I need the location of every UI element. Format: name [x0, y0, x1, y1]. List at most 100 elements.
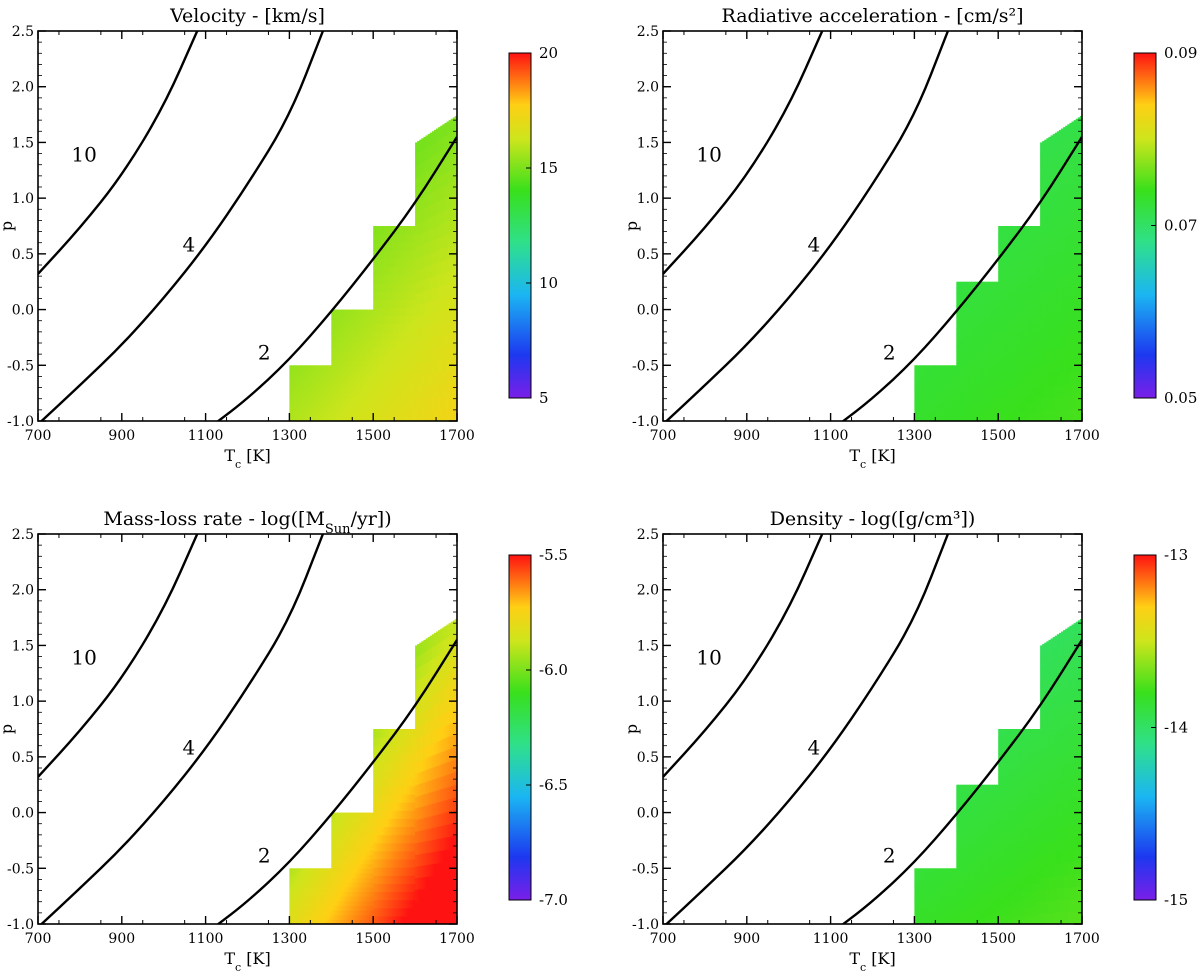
heatmap-cell: [318, 418, 322, 421]
heatmap-cell: [383, 388, 387, 398]
heatmap-cell: [1079, 192, 1082, 206]
heatmap-cell: [291, 369, 295, 373]
heatmap-cell: [991, 403, 995, 410]
heatmap-cell: [991, 345, 995, 352]
heatmap-cell: [1050, 373, 1054, 386]
heatmap-cell: [400, 250, 404, 260]
heatmap-cell: [301, 379, 305, 383]
heatmap-cell: [977, 322, 980, 329]
heatmap-cell: [379, 347, 383, 357]
heatmap-cell: [991, 397, 995, 405]
heatmap-cell: [1050, 171, 1054, 184]
heatmap-cell: [994, 310, 997, 318]
heatmap-cell: [454, 204, 457, 219]
heatmap-cell: [358, 309, 362, 315]
heatmap-cell: [400, 291, 404, 300]
heatmap-cell: [1019, 274, 1022, 284]
heatmap-cell: [1014, 291, 1018, 300]
heatmap-cell: [1061, 408, 1064, 421]
heatmap-cell: [943, 365, 947, 369]
heatmap-cell: [350, 309, 353, 315]
heatmap-cell: [941, 397, 945, 401]
heatmap-cell: [299, 404, 303, 408]
heatmap-cell: [333, 328, 337, 334]
heatmap-cell: [962, 368, 966, 376]
heatmap-cell: [1000, 234, 1003, 243]
heatmap-cell: [327, 407, 330, 410]
heatmap-cell: [373, 372, 376, 381]
heatmap-cell: [1012, 323, 1016, 333]
heatmap-cell: [968, 287, 972, 294]
heatmap-cell: [991, 310, 995, 318]
heatmap-cell: [293, 402, 297, 406]
heatmap-cell: [937, 376, 941, 380]
heatmap-cell: [962, 281, 966, 289]
heatmap-cell: [1014, 339, 1018, 349]
heatmap-cell: [306, 395, 309, 399]
heatmap-cell: [389, 412, 393, 421]
heatmap-cell: [1004, 234, 1008, 243]
heatmap-cell: [320, 369, 324, 373]
heatmap-cell: [301, 390, 305, 394]
heatmap-cell: [960, 397, 964, 405]
heatmap-cell: [454, 357, 457, 371]
heatmap-cell: [1046, 326, 1050, 340]
heatmap-cell: [333, 323, 337, 329]
heatmap-cell: [450, 269, 454, 284]
heatmap-cell: [1029, 266, 1033, 276]
heatmap-cell: [1002, 258, 1006, 268]
heatmap-cell: [1040, 165, 1043, 178]
heatmap-cell: [937, 397, 941, 401]
heatmap-cell: [926, 381, 930, 385]
heatmap-cell: [350, 402, 353, 408]
heatmap-cell: [929, 418, 932, 421]
heatmap-cell: [939, 397, 943, 401]
heatmap-cell: [413, 299, 416, 308]
heatmap-cell: [968, 339, 972, 347]
heatmap-cell: [425, 135, 429, 148]
heatmap-cell: [1075, 383, 1079, 397]
heatmap-cell: [423, 302, 427, 316]
heatmap-cell: [404, 250, 408, 260]
heatmap-cell: [952, 388, 955, 392]
heatmap-cell: [364, 314, 368, 320]
heatmap-cell: [379, 266, 383, 276]
heatmap-cell: [436, 311, 439, 325]
heatmap-cell: [962, 287, 966, 294]
heatmap-cell: [289, 390, 293, 394]
heatmap-cell: [933, 397, 936, 401]
heatmap-cell: [398, 299, 402, 308]
heatmap-cell: [945, 390, 949, 394]
heatmap-cell: [312, 372, 316, 376]
heatmap-cell: [1073, 120, 1077, 134]
heatmap-cell: [964, 409, 968, 416]
heatmap-cell: [327, 402, 330, 406]
heatmap-cell: [981, 281, 985, 289]
heatmap-cell: [450, 131, 454, 145]
heatmap-cell: [985, 328, 989, 335]
heatmap-cell: [1061, 140, 1064, 154]
heatmap-cell: [335, 379, 339, 385]
heatmap-cell: [975, 293, 978, 300]
heatmap-cell: [1000, 266, 1003, 276]
heatmap-cell: [454, 141, 457, 155]
heatmap-cell: [991, 287, 995, 294]
heatmap-cell: [400, 258, 404, 268]
heatmap-cell: [444, 396, 448, 410]
heatmap-cell: [918, 404, 922, 408]
heatmap-cell: [1008, 388, 1012, 398]
heatmap-cell: [1073, 308, 1077, 322]
heatmap-cell: [998, 404, 1001, 414]
heatmap-cell: [318, 376, 322, 380]
heatmap-cell: [920, 411, 924, 415]
heatmap-cell: [926, 390, 930, 394]
heatmap-cell: [356, 328, 360, 334]
heatmap-cell: [358, 397, 362, 404]
heatmap-cell: [366, 346, 370, 352]
heatmap-cell: [306, 388, 309, 392]
heatmap-cell: [314, 367, 318, 371]
heatmap-cell: [335, 346, 339, 352]
heatmap-cell: [364, 369, 368, 376]
heatmap-cell: [404, 372, 408, 381]
heatmap-cell: [381, 299, 385, 308]
